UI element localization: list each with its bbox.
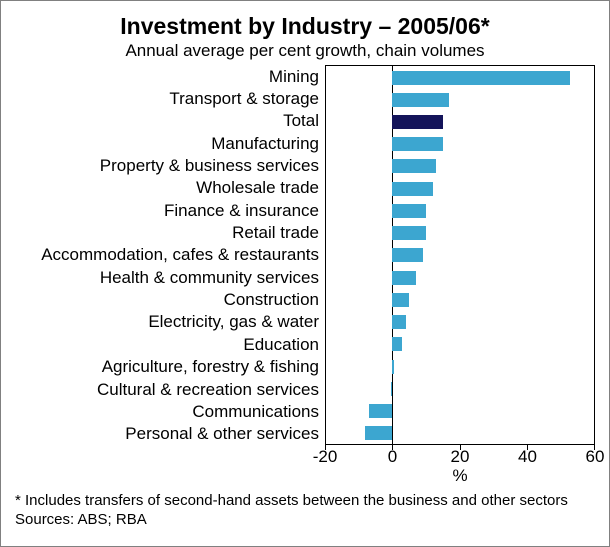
chart-frame: Investment by Industry – 2005/06* Annual… <box>0 0 610 547</box>
bar-row <box>325 360 594 374</box>
bar-row <box>325 337 594 351</box>
bar-row <box>325 271 594 285</box>
category-label: Personal & other services <box>15 425 319 443</box>
category-label: Wholesale trade <box>15 179 319 197</box>
bar <box>392 159 436 173</box>
bar-row <box>325 115 594 129</box>
bar <box>392 93 449 107</box>
bar <box>392 337 402 351</box>
category-label: Agriculture, forestry & fishing <box>15 358 319 376</box>
category-label: Electricity, gas & water <box>15 313 319 331</box>
category-label: Health & community services <box>15 269 319 287</box>
bar <box>392 71 570 85</box>
bar-row <box>325 71 594 85</box>
category-labels-column: Mining Transport & storage Total Manufactur… <box>15 65 325 445</box>
x-tick-label: 40 <box>518 447 537 467</box>
bar <box>392 226 426 240</box>
category-label: Construction <box>15 291 319 309</box>
footnote: * Includes transfers of second-hand asse… <box>15 492 595 510</box>
bars-column <box>325 66 594 444</box>
bar <box>392 248 422 262</box>
category-label: Mining <box>15 68 319 86</box>
x-tick-label: 20 <box>451 447 470 467</box>
bar <box>392 271 416 285</box>
bar-row <box>325 293 594 307</box>
category-label: Transport & storage <box>15 90 319 108</box>
category-label: Finance & insurance <box>15 202 319 220</box>
bar-row <box>325 315 594 329</box>
bar <box>392 182 432 196</box>
bar <box>392 360 394 374</box>
category-label: Manufacturing <box>15 135 319 153</box>
chart-title: Investment by Industry – 2005/06* <box>15 13 595 39</box>
bar <box>392 204 426 218</box>
x-axis-title: % <box>325 466 595 486</box>
category-label: Retail trade <box>15 224 319 242</box>
bar <box>392 137 442 151</box>
bar-row <box>325 248 594 262</box>
x-axis-labels: -200204060 <box>325 445 595 467</box>
x-tick-label: 60 <box>586 447 605 467</box>
chart-subtitle: Annual average per cent growth, chain vo… <box>15 41 595 61</box>
bar-row <box>325 182 594 196</box>
bar <box>392 315 405 329</box>
bar-row <box>325 426 594 440</box>
x-tick-label: 0 <box>388 447 397 467</box>
category-label: Accommodation, cafes & restaurants <box>15 246 319 264</box>
bar-row <box>325 226 594 240</box>
category-label: Cultural & recreation services <box>15 381 319 399</box>
bar-row <box>325 137 594 151</box>
sources: Sources: ABS; RBA <box>15 511 595 528</box>
category-label: Property & business services <box>15 157 319 175</box>
bar-row <box>325 159 594 173</box>
x-tick-label: -20 <box>313 447 338 467</box>
bar-row <box>325 382 594 396</box>
category-label: Education <box>15 336 319 354</box>
bar <box>392 293 409 307</box>
plot-area <box>325 65 595 445</box>
plot-wrap: Mining Transport & storage Total Manufactur… <box>15 65 595 445</box>
bar <box>391 382 393 396</box>
bar-row <box>325 93 594 107</box>
bar <box>365 426 392 440</box>
bar-row <box>325 204 594 218</box>
category-label: Total <box>15 112 319 130</box>
bar-row <box>325 404 594 418</box>
bar <box>369 404 393 418</box>
bar <box>392 115 442 129</box>
category-label: Communications <box>15 403 319 421</box>
